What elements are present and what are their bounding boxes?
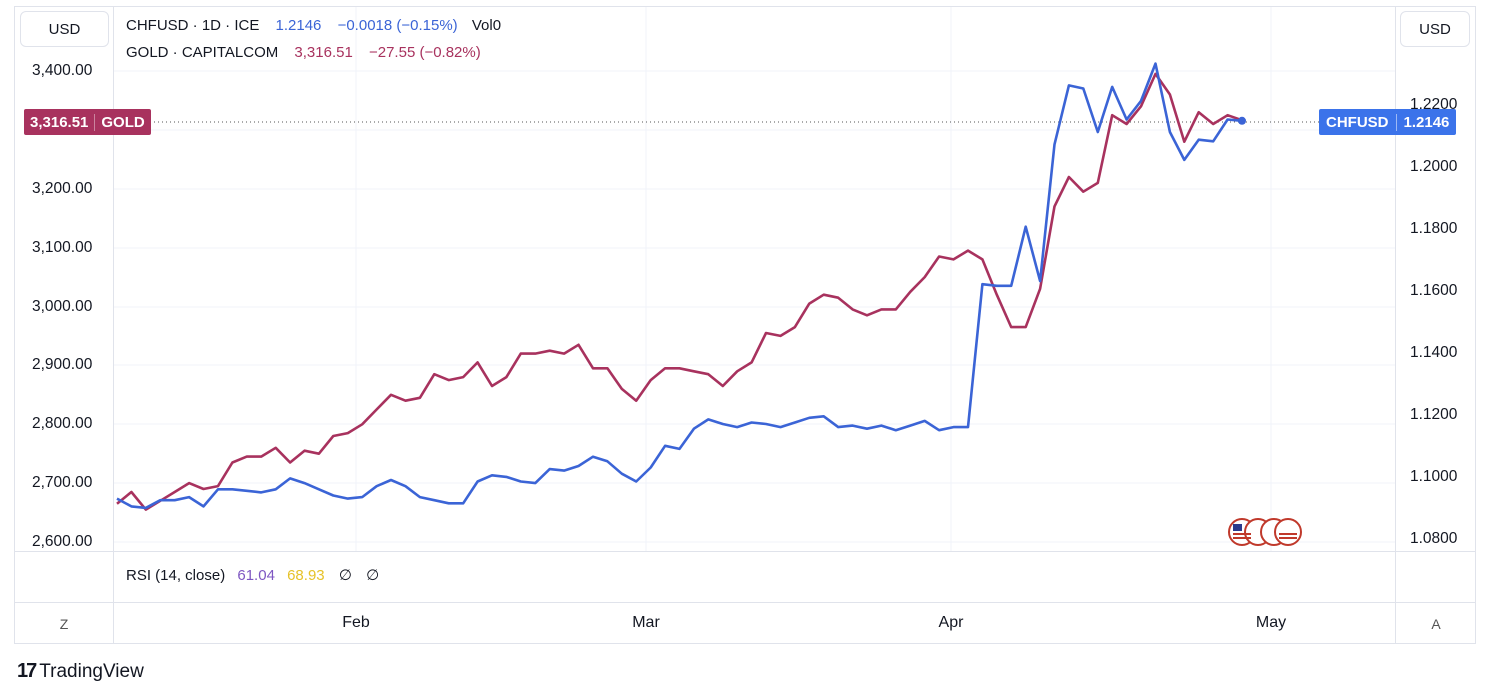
right-axis-tick: 1.1000	[1410, 468, 1458, 485]
time-axis-divider	[14, 602, 1476, 603]
legend-chf-price: 1.2146	[275, 17, 322, 34]
left-axis-tick: 3,000.00	[32, 298, 93, 315]
x-axis-tick: Feb	[342, 614, 370, 631]
x-axis-tick: Apr	[938, 614, 964, 631]
legend-chf-volume: Vol0	[471, 17, 502, 34]
right-axis-tick: 1.1200	[1410, 406, 1458, 423]
rsi-extra-2: ∅	[366, 567, 380, 584]
legend-gold-symbol: GOLD · CAPITALCOM	[126, 44, 279, 61]
left-axis-tick: 3,100.00	[32, 239, 93, 256]
chart-frame	[14, 6, 1476, 644]
x-axis-tick: May	[1255, 614, 1287, 631]
left-axis-tick: 2,800.00	[32, 415, 93, 432]
left-axis-tick: 3,400.00	[32, 62, 93, 79]
rsi-value: 61.04	[237, 567, 275, 584]
x-axis-tick: Mar	[632, 614, 660, 631]
right-axis-tick: 1.0800	[1410, 530, 1458, 547]
legend-chf-change: −0.0018 (−0.15%)	[337, 17, 458, 34]
legend-gold-change: −27.55 (−0.82%)	[368, 44, 481, 61]
brand-name: TradingView	[39, 660, 144, 682]
left-axis-tick: 2,600.00	[32, 533, 93, 550]
rsi-legend[interactable]: RSI (14, close) 61.04 68.93 ∅ ∅	[126, 566, 379, 584]
rsi-extra-1: ∅	[338, 567, 352, 584]
right-unit-button[interactable]: USD	[1400, 11, 1470, 47]
legend-chfusd[interactable]: CHFUSD · 1D · ICE 1.2146 −0.0018 (−0.15%…	[126, 17, 501, 34]
tradingview-brand[interactable]: 17 TradingView	[17, 660, 144, 683]
right-axis-tick: 1.1600	[1410, 282, 1458, 299]
left-unit-button[interactable]: USD	[20, 11, 109, 47]
gold-tag-value: 3,316.51	[30, 113, 89, 131]
left-axis-divider	[113, 6, 114, 644]
right-axis-tick: 1.2000	[1410, 158, 1458, 175]
left-axis-tick: 2,900.00	[32, 356, 93, 373]
chf-tag-name: CHFUSD	[1326, 113, 1389, 131]
right-axis-tick: 1.1400	[1410, 344, 1458, 361]
left-axis-tick: 2,700.00	[32, 474, 93, 491]
chf-tag-value: 1.2146	[1395, 113, 1457, 131]
gold-tag-name: GOLD	[94, 113, 150, 131]
rsi-label: RSI (14, close)	[126, 567, 226, 584]
right-axis-tick: 1.2200	[1410, 96, 1458, 113]
right-axis-divider	[1395, 6, 1396, 644]
zoom-toggle-button[interactable]: Z	[50, 610, 78, 638]
pane-divider	[14, 551, 1476, 552]
rsi-ma-value: 68.93	[287, 567, 325, 584]
auto-scale-button[interactable]: A	[1422, 610, 1450, 638]
right-axis-tick: 1.1800	[1410, 220, 1458, 237]
chfusd-price-tag: CHFUSD 1.2146	[1319, 109, 1457, 135]
legend-chf-symbol: CHFUSD · 1D · ICE	[126, 17, 260, 34]
tradingview-logo-icon: 17	[17, 660, 37, 682]
legend-gold-price: 3,316.51	[294, 44, 353, 61]
legend-gold[interactable]: GOLD · CAPITALCOM 3,316.51 −27.55 (−0.82…	[126, 44, 481, 61]
left-axis-tick: 3,200.00	[32, 180, 93, 197]
gold-price-tag: 3,316.51 GOLD	[24, 109, 151, 135]
